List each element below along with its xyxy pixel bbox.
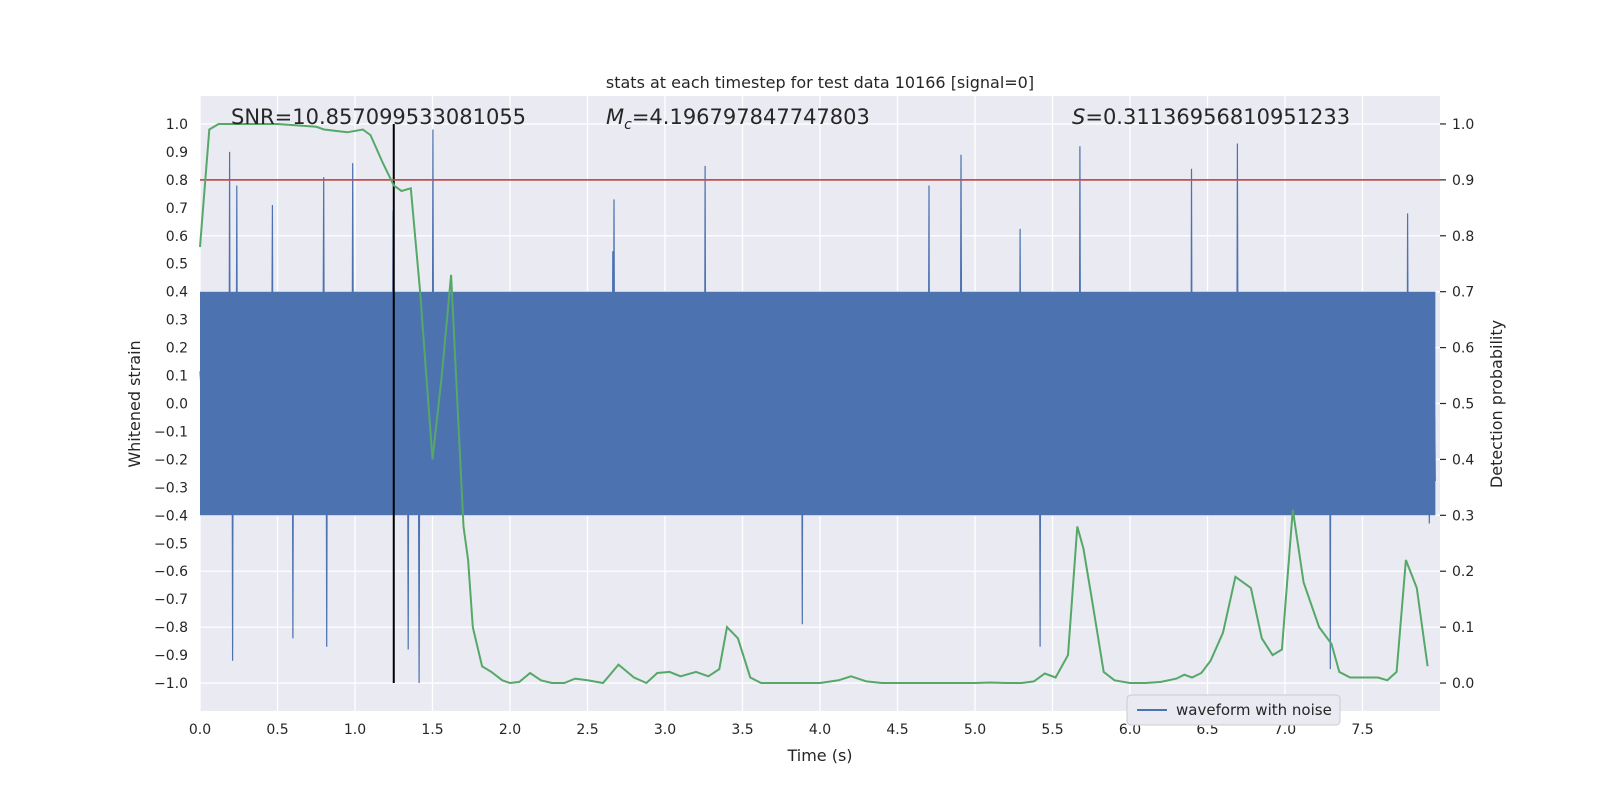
y-tick-label: −0.3 <box>154 480 188 496</box>
s-value: =0.31136956810951233 <box>1085 105 1350 129</box>
y-tick-label: 0.6 <box>166 229 188 245</box>
y-tick-label-right: 0.1 <box>1452 620 1474 636</box>
s-symbol: S <box>1072 105 1085 129</box>
legend: waveform with noise <box>1126 694 1341 726</box>
y-tick-label: −0.1 <box>154 424 188 440</box>
x-tick-label: 4.5 <box>886 722 908 738</box>
chirp-mass-annotation: Mc=4.196797847747803 <box>606 105 870 133</box>
y-tick-label: −0.7 <box>154 592 188 608</box>
y-tick-label: 1.0 <box>166 117 188 133</box>
y-tick-label-right: 0.6 <box>1452 341 1474 357</box>
waveform-path <box>199 129 1436 684</box>
chart-title: stats at each timestep for test data 101… <box>606 73 1034 92</box>
y-tick-label: −0.5 <box>154 536 188 552</box>
x-tick-label: 0.0 <box>189 722 211 738</box>
snr-annotation: SNR=10.857099533081055 <box>231 105 526 129</box>
chirp-mass-symbol: M <box>606 105 624 129</box>
x-tick-label: 6.0 <box>1119 722 1141 738</box>
y-tick-label-right: 1.0 <box>1452 117 1474 133</box>
chirp-mass-value: =4.196797847747803 <box>632 105 870 129</box>
y-tick-label: −0.6 <box>154 564 188 580</box>
y-tick-label-right: 0.7 <box>1452 285 1474 301</box>
y-tick-label: 0.4 <box>166 285 188 301</box>
y-tick-label: −0.8 <box>154 620 188 636</box>
x-tick-label: 4.0 <box>809 722 831 738</box>
y-axis-label-right: Detection probability <box>1487 320 1506 488</box>
y-tick-label-right: 0.9 <box>1452 173 1474 189</box>
probability-line <box>199 123 1429 685</box>
x-tick-label: 1.0 <box>344 722 366 738</box>
x-tick-label: 5.0 <box>964 722 986 738</box>
y-tick-label-right: 0.5 <box>1452 397 1474 413</box>
x-ticks: 0.0 0.5 1.0 1.5 2.0 2.5 3.0 3.5 4.0 4.5 5.0 5.5 6.0 6… <box>189 722 1374 738</box>
s-annotation: S=0.31136956810951233 <box>1072 105 1350 129</box>
x-tick-label: 3.0 <box>654 722 676 738</box>
y-tick-label: 0.1 <box>166 369 188 385</box>
x-tick-label: 0.5 <box>266 722 288 738</box>
x-tick-label: 2.0 <box>499 722 521 738</box>
y-axis-label: Whitened strain <box>125 340 144 467</box>
y-tick-label: 0.7 <box>166 201 188 217</box>
y-tick-label-right: 0.8 <box>1452 229 1474 245</box>
x-tick-label: 3.5 <box>731 722 753 738</box>
y-tick-label-right: 0.0 <box>1452 676 1474 692</box>
x-tick-label: 5.5 <box>1041 722 1063 738</box>
y-tick-label: −1.0 <box>154 676 188 692</box>
y-tick-label: 0.2 <box>166 341 188 357</box>
y-tick-label: −0.4 <box>154 508 188 524</box>
y-tick-label: 0.0 <box>166 397 188 413</box>
x-tick-label: 7.0 <box>1274 722 1296 738</box>
x-tick-label: 2.5 <box>576 722 598 738</box>
chirp-mass-subscript: c <box>624 117 632 133</box>
x-tick-label: 1.5 <box>421 722 443 738</box>
waveform-series <box>199 129 1436 684</box>
y-tick-label: 0.3 <box>166 313 188 329</box>
y-ticks-right: 0.0 0.1 0.2 0.3 0.4 0.5 0.6 0.7 0.8 0.9 1.0 <box>1440 117 1474 692</box>
y-tick-label: 0.9 <box>166 145 188 161</box>
legend-box <box>1126 694 1341 726</box>
x-axis-label: Time (s) <box>786 746 852 765</box>
y-tick-label-right: 0.2 <box>1452 564 1474 580</box>
x-tick-label: 7.5 <box>1351 722 1373 738</box>
legend-label: waveform with noise <box>1176 701 1332 719</box>
y-tick-label-right: 0.4 <box>1452 452 1474 468</box>
y-tick-label-right: 0.3 <box>1452 508 1474 524</box>
y-tick-label: −0.9 <box>154 648 188 664</box>
x-tick-label: 6.5 <box>1196 722 1218 738</box>
y-tick-label: 0.8 <box>166 173 188 189</box>
y-tick-label: 0.5 <box>166 257 188 273</box>
y-ticks-left: −1.0 −0.9 −0.8 −0.7 −0.6 −0.5 −0.4 −0.3 −0.2 −0.1… <box>154 117 188 692</box>
y-tick-label: −0.2 <box>154 452 188 468</box>
